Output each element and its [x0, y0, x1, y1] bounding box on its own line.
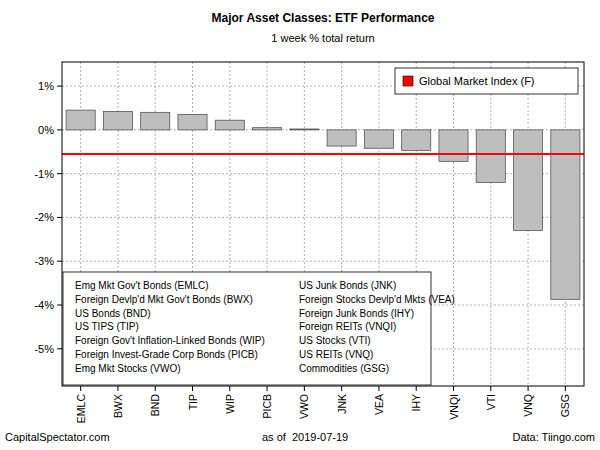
tick	[341, 386, 342, 391]
bar	[141, 112, 170, 130]
tick-label: -5%	[34, 343, 54, 355]
background	[0, 0, 600, 450]
tick	[57, 86, 62, 87]
tick	[155, 386, 156, 391]
tick-label: WIP	[224, 394, 236, 414]
description: US Junk Bonds (JNK)	[299, 280, 396, 291]
tick-label: -2%	[34, 211, 54, 223]
tick	[267, 386, 268, 391]
bar	[253, 128, 282, 130]
tick-label: 1%	[38, 80, 54, 92]
description: Foreign Gov't Inflation-Linked Bonds (WI…	[75, 335, 265, 346]
description: Foreign Devlp'd Mkt Gov't Bonds (BWX)	[75, 294, 253, 305]
legend-swatch	[403, 76, 413, 86]
tick-label: VTI	[485, 394, 497, 410]
description: US Bonds (BND)	[75, 308, 151, 319]
description-box: Emg Mkt Gov't Bonds (EMLC) Foreign Devlp'…	[63, 272, 455, 385]
description: Emg Mkt Gov't Bonds (EMLC)	[75, 280, 209, 291]
tick	[304, 386, 305, 391]
description: Foreign Stocks Devlp'd Mkts (VEA)	[299, 294, 455, 305]
tick	[57, 261, 62, 262]
grid-line	[453, 62, 454, 386]
tick-label: TIP	[187, 394, 199, 410]
tick	[57, 305, 62, 306]
tick-label: GSG	[559, 394, 571, 417]
description: Foreign REITs (VNQI)	[299, 321, 396, 332]
tick	[565, 386, 566, 391]
description-frame	[63, 272, 431, 385]
reference-line	[62, 153, 584, 155]
tick	[528, 386, 529, 391]
grid	[62, 62, 584, 386]
tick-label: VNQ	[522, 394, 534, 417]
tick	[416, 386, 417, 391]
source: CapitalSpectator.com	[5, 431, 110, 443]
bar	[327, 130, 356, 146]
description: Foreign Invest-Grade Corp Bonds (PICB)	[75, 349, 258, 360]
tick	[229, 386, 230, 391]
tick	[57, 348, 62, 349]
grid-line	[490, 62, 491, 386]
tick	[57, 129, 62, 130]
bar	[476, 130, 505, 183]
tick	[117, 386, 118, 391]
legend-label: Global Market Index (F)	[419, 75, 535, 87]
tick	[80, 386, 81, 391]
subtitle: 1 week % total return	[271, 32, 374, 44]
tick-label: JNK	[336, 394, 348, 414]
description: Emg Mkt Stocks (VWO)	[75, 363, 181, 374]
bar	[551, 130, 580, 299]
bar	[290, 128, 319, 130]
description: US REITs (VNQ)	[299, 349, 373, 360]
tick-label: VEA	[373, 394, 385, 415]
tick-label: -3%	[34, 255, 54, 267]
title: Major Asset Classes: ETF Performance	[212, 11, 435, 25]
tick-label: VWO	[298, 394, 310, 419]
tick-label: -4%	[34, 299, 54, 311]
tick-label: PICB	[261, 394, 273, 419]
bar	[402, 130, 431, 151]
bar	[66, 110, 95, 130]
tick	[453, 386, 454, 391]
bar	[439, 130, 468, 162]
tick	[490, 386, 491, 391]
tick-label: EMLC	[75, 394, 87, 424]
tick	[378, 386, 379, 391]
tick	[192, 386, 193, 391]
data-source: Data: Tiingo.com	[512, 431, 595, 443]
tick-label: 0%	[38, 124, 54, 136]
bar	[514, 130, 543, 231]
legend-box	[395, 68, 578, 94]
tick	[57, 173, 62, 174]
chart: Major Asset Classes: ETF Performance 1 we…	[0, 0, 600, 450]
bar	[364, 130, 393, 148]
description: Commodities (GSG)	[299, 363, 389, 374]
description: Foreign Junk Bonds (IHY)	[299, 308, 414, 319]
tick-label: BWX	[112, 394, 124, 418]
plot-frame	[62, 62, 584, 386]
description: US Stocks (VTI)	[299, 335, 371, 346]
tick-label: VNQI	[448, 394, 460, 420]
bars	[62, 110, 584, 299]
date-note: as of 2019-07-19	[262, 431, 348, 443]
tick-label: -1%	[34, 168, 54, 180]
bar	[215, 120, 244, 130]
tick-label: IHY	[410, 394, 422, 412]
description: US TIPS (TIP)	[75, 321, 139, 332]
tick	[57, 217, 62, 218]
grid-line	[62, 217, 584, 218]
legend: Global Market Index (F)	[395, 68, 578, 94]
tick-label: BND	[149, 394, 161, 417]
bar	[178, 115, 207, 130]
bar	[103, 111, 132, 129]
grid-line	[62, 261, 584, 262]
